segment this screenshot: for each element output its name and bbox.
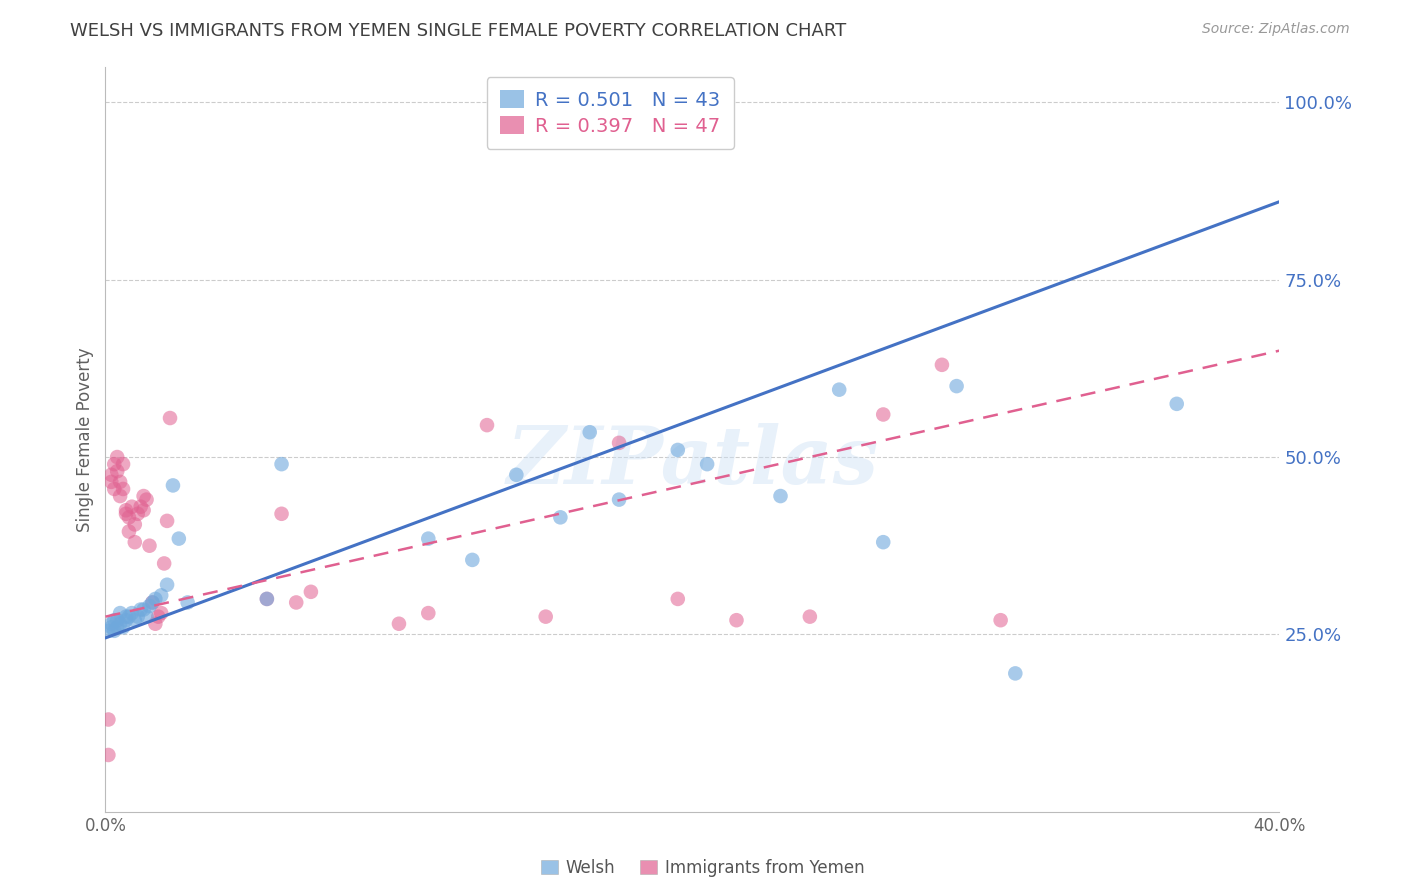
Point [578, 425, 600, 440]
Point [135, 492, 157, 507]
Point [1004, 666, 1026, 681]
Point [127, 609, 149, 624]
Point [666, 442, 689, 457]
Point [97, 747, 120, 762]
Point [132, 489, 155, 503]
Point [159, 411, 181, 425]
Point [148, 609, 170, 624]
Point [97, 624, 120, 638]
Point [872, 408, 894, 422]
Point [299, 584, 322, 599]
Point [143, 616, 166, 631]
Point [124, 517, 146, 532]
Point [118, 524, 141, 539]
Point [112, 457, 135, 471]
Point [124, 613, 146, 627]
Point [108, 475, 131, 489]
Point [108, 606, 131, 620]
Legend: R = 0.501   N = 43, R = 0.397   N = 47: R = 0.501 N = 43, R = 0.397 N = 47 [486, 77, 734, 149]
Point [799, 609, 821, 624]
Point [97, 713, 120, 727]
Point [112, 620, 135, 634]
Point [129, 602, 152, 616]
Point [103, 457, 125, 471]
Point [141, 595, 163, 609]
Point [138, 539, 160, 553]
Point [156, 514, 179, 528]
Point [156, 578, 179, 592]
Text: ZIPatlas: ZIPatlas [506, 423, 879, 500]
Point [135, 609, 157, 624]
Point [132, 503, 155, 517]
Point [100, 620, 122, 634]
Point [256, 591, 278, 606]
Point [103, 613, 125, 627]
Point [100, 616, 122, 631]
Point [769, 489, 792, 503]
Point [607, 492, 630, 507]
Point [115, 613, 138, 627]
Point [143, 591, 166, 606]
Point [115, 503, 138, 517]
Point [388, 616, 411, 631]
Point [103, 482, 125, 496]
Text: Source: ZipAtlas.com: Source: ZipAtlas.com [1202, 22, 1350, 37]
Point [121, 606, 143, 620]
Point [153, 557, 176, 571]
Point [105, 620, 128, 634]
Point [103, 624, 125, 638]
Point [505, 467, 527, 482]
Point [534, 609, 557, 624]
Point [550, 510, 572, 524]
Point [167, 532, 190, 546]
Point [828, 383, 851, 397]
Point [945, 379, 967, 393]
Point [118, 609, 141, 624]
Point [100, 475, 122, 489]
Point [270, 457, 292, 471]
Point [176, 595, 198, 609]
Point [270, 507, 292, 521]
Point [1166, 397, 1188, 411]
Point [461, 553, 484, 567]
Point [105, 613, 128, 627]
Point [418, 606, 440, 620]
Point [666, 591, 689, 606]
Legend: Welsh, Immigrants from Yemen: Welsh, Immigrants from Yemen [534, 853, 872, 884]
Point [118, 510, 141, 524]
Point [725, 613, 748, 627]
Point [124, 535, 146, 549]
Point [150, 606, 173, 620]
Point [285, 595, 308, 609]
Text: WELSH VS IMMIGRANTS FROM YEMEN SINGLE FEMALE POVERTY CORRELATION CHART: WELSH VS IMMIGRANTS FROM YEMEN SINGLE FE… [70, 22, 846, 40]
Point [872, 535, 894, 549]
Point [105, 450, 128, 464]
Point [141, 595, 163, 609]
Point [696, 457, 718, 471]
Point [112, 482, 135, 496]
Point [108, 489, 131, 503]
Point [990, 613, 1012, 627]
Point [150, 588, 173, 602]
Point [418, 532, 440, 546]
Point [115, 609, 138, 624]
Point [607, 435, 630, 450]
Point [100, 467, 122, 482]
Point [115, 507, 138, 521]
Point [121, 500, 143, 514]
Point [127, 507, 149, 521]
Point [105, 464, 128, 478]
Point [138, 599, 160, 613]
Point [162, 478, 184, 492]
Point [475, 418, 498, 433]
Y-axis label: Single Female Poverty: Single Female Poverty [76, 347, 94, 532]
Point [108, 616, 131, 631]
Point [129, 500, 152, 514]
Point [931, 358, 953, 372]
Point [132, 602, 155, 616]
Point [256, 591, 278, 606]
